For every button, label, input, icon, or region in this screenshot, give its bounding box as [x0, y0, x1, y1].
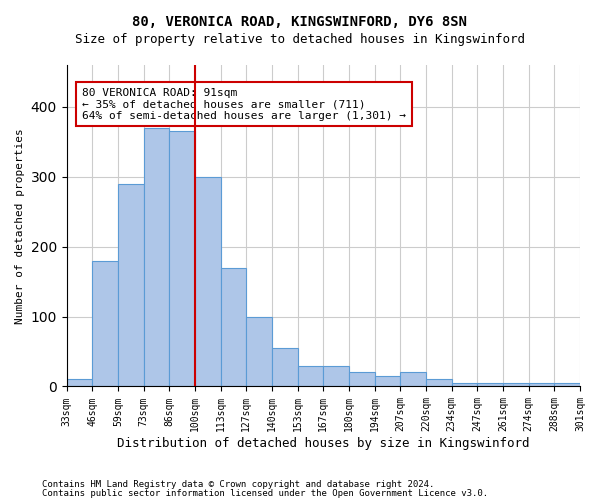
X-axis label: Distribution of detached houses by size in Kingswinford: Distribution of detached houses by size … — [117, 437, 530, 450]
Bar — [349, 372, 374, 386]
Bar — [247, 316, 272, 386]
Bar — [554, 383, 580, 386]
Bar — [221, 268, 247, 386]
Text: Contains HM Land Registry data © Crown copyright and database right 2024.: Contains HM Land Registry data © Crown c… — [42, 480, 434, 489]
Text: 80 VERONICA ROAD: 91sqm
← 35% of detached houses are smaller (711)
64% of semi-d: 80 VERONICA ROAD: 91sqm ← 35% of detache… — [82, 88, 406, 120]
Bar — [478, 383, 503, 386]
Text: Size of property relative to detached houses in Kingswinford: Size of property relative to detached ho… — [75, 32, 525, 46]
Bar — [503, 383, 529, 386]
Bar — [298, 366, 323, 386]
Bar — [67, 380, 92, 386]
Text: 80, VERONICA ROAD, KINGSWINFORD, DY6 8SN: 80, VERONICA ROAD, KINGSWINFORD, DY6 8SN — [133, 15, 467, 29]
Bar — [400, 372, 426, 386]
Bar — [118, 184, 143, 386]
Bar — [92, 260, 118, 386]
Y-axis label: Number of detached properties: Number of detached properties — [15, 128, 25, 324]
Bar — [143, 128, 169, 386]
Bar — [169, 132, 195, 386]
Text: Contains public sector information licensed under the Open Government Licence v3: Contains public sector information licen… — [42, 488, 488, 498]
Bar — [452, 383, 478, 386]
Bar — [529, 383, 554, 386]
Bar — [374, 376, 400, 386]
Bar — [323, 366, 349, 386]
Bar — [272, 348, 298, 387]
Bar — [426, 380, 452, 386]
Bar — [195, 177, 221, 386]
